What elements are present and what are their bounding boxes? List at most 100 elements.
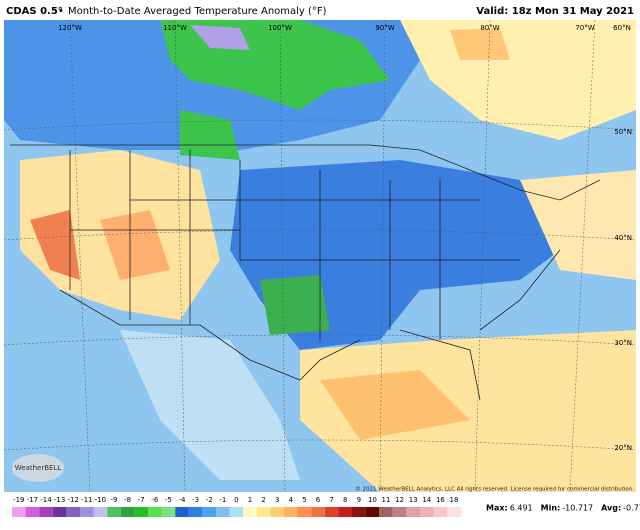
colorbar-swatch: [324, 507, 339, 517]
lon-label: 120°W: [58, 24, 82, 32]
colorbar-swatch: [270, 507, 284, 517]
colorbar-swatch: [175, 507, 189, 517]
colorbar-tick-label: 4: [289, 496, 294, 504]
anomaly-region: [190, 25, 250, 50]
colorbar-swatch: [297, 507, 312, 517]
colorbar-swatch: [406, 507, 420, 517]
logo: WeatherBELL: [15, 464, 62, 472]
anomaly-region: [260, 275, 330, 335]
map: [3, 19, 637, 493]
colorbar-swatch: [93, 507, 108, 517]
stat-label: Min:: [541, 504, 561, 513]
colorbar: -19 -17 -14 -13 -12 -11 -10 -9 -8 -7 -6 -5 -4 -3 -2 -1 0…: [12, 496, 461, 517]
colorbar-tick-label: 3: [275, 496, 279, 504]
stat-value: 6.491: [510, 504, 533, 513]
credit: © 2021 WeatherBELL Analytics, LLC All ri…: [355, 486, 634, 493]
graticule: [3, 19, 637, 493]
colorbar-swatch: [338, 507, 352, 517]
colorbar-swatch: [52, 507, 67, 517]
stats: Max:6.491 Min:-10.717 Avg:-0.771: [486, 504, 640, 513]
colorbar-tick-label: 18: [450, 496, 459, 504]
colorbar-tick-label: -7: [138, 496, 145, 504]
colorbar-swatch: [120, 507, 135, 517]
colorbar-tick-label: 1: [248, 496, 252, 504]
anomaly-region: [100, 210, 170, 280]
colorbar-swatch: [202, 507, 216, 517]
colorbar-swatch: [365, 507, 380, 517]
colorbar-tick-label: 13: [409, 496, 418, 504]
colorbar-tick-label: -9: [111, 496, 118, 504]
colorbar-swatch: [161, 507, 176, 517]
colorbar-tick-label: 11: [382, 496, 391, 504]
colorbar-tick-label: 14: [422, 496, 431, 504]
colorbar-tick-label: -19: [13, 496, 24, 504]
colorbar-swatch: [392, 507, 407, 517]
colorbar-tick-label: 5: [302, 496, 306, 504]
colorbar-tick-label: -17: [27, 496, 38, 504]
colorbar-swatch: [284, 507, 298, 517]
lat-label: 40°N: [614, 234, 632, 242]
colorbar-tick-label: -2: [206, 496, 213, 504]
colorbar-tick-label: 8: [343, 496, 347, 504]
valid-time: Valid: 18z Mon 31 May 2021: [476, 6, 634, 17]
colorbar-tick-label: 10: [368, 496, 377, 504]
colorbar-tick-label: 6: [316, 496, 321, 504]
borders: [10, 144, 601, 401]
colorbar-swatch: [256, 507, 271, 517]
colorbar-swatch: [80, 507, 94, 517]
colorbar-swatch: [420, 507, 434, 517]
subtitle: Month-to-Date Averaged Temperature Anoma…: [68, 6, 327, 17]
colorbar-swatch: [216, 507, 230, 517]
colorbar-swatch: [148, 507, 162, 517]
lon-label: 70°W: [575, 24, 594, 32]
lat-label: 30°N: [614, 339, 632, 347]
lon-label: 110°W: [163, 24, 187, 32]
stat-label: Max:: [486, 504, 508, 513]
colorbar-tick-label: -5: [165, 496, 172, 504]
colorbar-swatch: [433, 507, 448, 517]
colorbar-swatch: [311, 507, 325, 517]
colorbar-swatch: [66, 507, 80, 517]
colorbar-tick-label: -6: [151, 496, 159, 504]
lon-label: 80°W: [480, 24, 499, 32]
logo-badge: [12, 454, 64, 482]
colorbar-swatch: [447, 507, 461, 517]
colorbar-swatch: [229, 507, 244, 517]
colorbar-tick-label: -1: [219, 496, 226, 504]
stat-label: Avg:: [601, 504, 621, 513]
colorbar-swatch: [39, 507, 53, 517]
colorbar-tick-label: 2: [261, 496, 265, 504]
colorbar-swatch: [107, 507, 121, 517]
colorbar-tick-label: 7: [329, 496, 333, 504]
lat-label: 20°N: [614, 444, 632, 452]
anomaly-region: [180, 110, 240, 160]
colorbar-tick-label: -12: [67, 496, 78, 504]
colorbar-tick-label: -14: [40, 496, 52, 504]
colorbar-swatch: [188, 507, 203, 517]
colorbar-swatch: [25, 507, 40, 517]
colorbar-swatch: [243, 507, 257, 517]
colorbar-tick-label: -4: [179, 496, 187, 504]
colorbar-tick-label: -13: [54, 496, 65, 504]
colorbar-tick-label: -8: [124, 496, 131, 504]
separator: •: [58, 6, 64, 17]
lat-label: 50°N: [614, 128, 632, 136]
lon-label: 100°W: [268, 24, 292, 32]
colorbar-tick-label: 9: [357, 496, 361, 504]
lon-label: 90°W: [375, 24, 394, 32]
colorbar-swatch: [12, 507, 26, 517]
stat-value: -0.771: [623, 504, 640, 513]
anomaly-region: [300, 330, 636, 492]
colorbar-swatch: [352, 507, 366, 517]
anomaly-region: [450, 28, 510, 60]
colorbar-swatch: [379, 507, 393, 517]
colorbar-swatch: [134, 507, 148, 517]
title: CDAS 0.5°: [6, 6, 63, 17]
colorbar-tick-label: 12: [395, 496, 404, 504]
stat-value: -10.717: [562, 504, 593, 513]
colorbar-tick-label: -11: [81, 496, 92, 504]
colorbar-tick-label: -10: [95, 496, 106, 504]
anomaly-region: [320, 370, 470, 440]
lon-labels: 120°W 110°W 100°W 90°W 80°W 70°W 60°N: [58, 24, 631, 32]
